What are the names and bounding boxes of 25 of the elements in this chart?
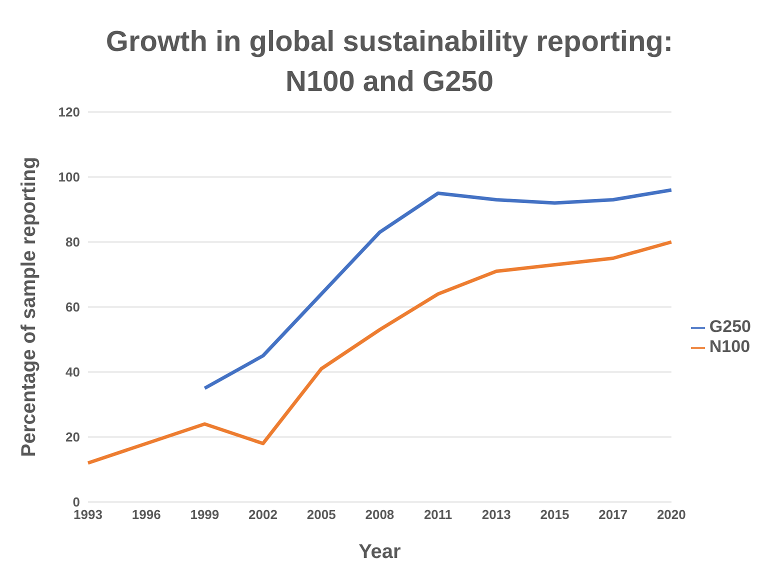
y-tick-label: 60 [66, 300, 80, 315]
y-axis-title: Percentage of sample reporting [18, 156, 40, 457]
x-tick-label: 2005 [306, 507, 336, 522]
x-tick-label: 2020 [656, 507, 686, 522]
x-tick-label: 2015 [540, 507, 570, 522]
y-tick-label: 100 [58, 170, 80, 185]
x-tick-label: 2008 [365, 507, 394, 522]
x-tick-label: 2011 [424, 507, 452, 522]
y-tick-label: 80 [66, 234, 80, 250]
line-series [86, 240, 674, 465]
line-series [202, 188, 674, 390]
x-tick-label: 2002 [248, 507, 278, 522]
legend-label: N100 [709, 337, 750, 356]
chart-title: Growth in global sustainability reporting: N100 and G250 [104, 25, 674, 100]
x-axis-title: Year [358, 541, 402, 563]
x-tick-label: 1999 [190, 507, 220, 522]
x-tick-label: 1996 [132, 507, 161, 522]
legend-label: G250 [709, 317, 751, 336]
y-tick-label: 120 [58, 104, 80, 120]
x-tick-label: 1993 [74, 507, 102, 522]
y-tick-label: 40 [66, 364, 80, 380]
x-tick-label: 2013 [482, 507, 511, 522]
y-tick-label: 20 [66, 430, 80, 445]
x-tick-label: 2017 [598, 507, 628, 522]
y-tick-label: 0 [72, 494, 80, 510]
